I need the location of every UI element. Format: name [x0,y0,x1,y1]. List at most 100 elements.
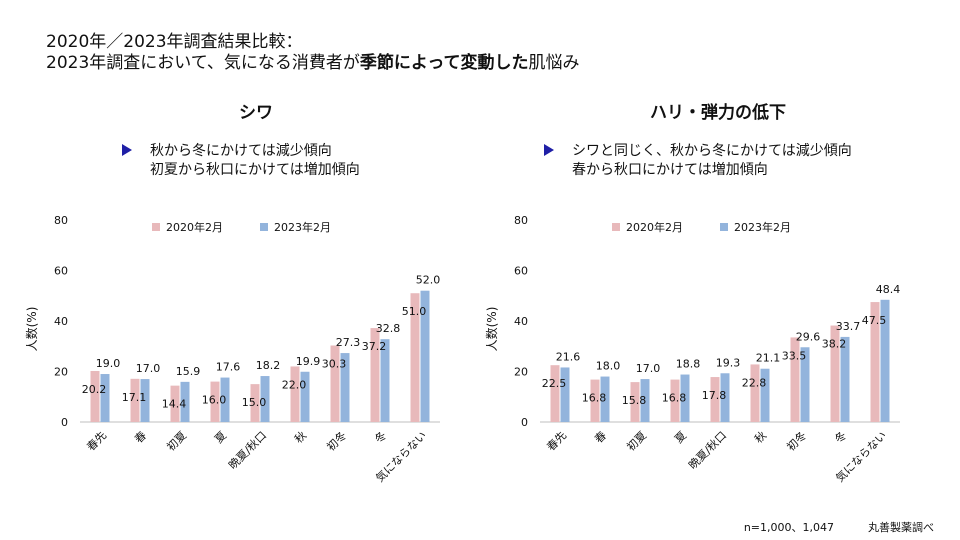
bar-2020 [250,384,260,422]
y-tick-label: 60 [514,265,528,278]
bar-2023 [800,347,810,422]
data-label-2020: 17.1 [122,391,147,404]
bar-2023 [140,379,150,422]
chart-title-wrinkles: シワ [239,103,273,123]
legend-swatch [152,223,160,231]
data-label-2023: 17.0 [636,362,661,375]
bar-2020 [750,364,760,422]
data-label-2020: 16.0 [202,394,227,407]
bar-2023 [180,381,190,422]
data-label-2023: 52.0 [416,274,441,287]
bar-2023 [220,377,230,422]
x-tick-label: 夏 [672,429,689,446]
note-line: シワと同じく、秋から冬にかけては減少傾向 [572,143,852,159]
bar-2020 [330,345,340,422]
bar-2023 [380,339,390,422]
x-tick-label: 初夏 [624,428,649,453]
data-label-2023: 18.0 [596,360,621,373]
legend-swatch [260,223,268,231]
bar-2023 [680,374,690,422]
data-label-2020: 15.0 [242,396,267,409]
x-tick-label: 初夏 [164,428,189,453]
bar-2020 [370,328,380,422]
x-tick-label: 春 [132,429,149,446]
bar-2020 [590,379,600,422]
x-tick-label: 初冬 [784,428,809,453]
source-credit: 丸善製薬調べ [868,521,934,534]
data-label-2023: 32.8 [376,322,401,335]
bar-2020 [410,293,420,422]
bar-2023 [880,299,890,422]
bar-2023 [300,371,310,422]
bar-2020 [870,302,880,422]
x-tick-label: 冬 [371,428,389,446]
title-emphasis: 季節によって変動した [359,53,529,73]
y-tick-label: 40 [514,315,528,328]
data-label-2020: 22.8 [742,376,767,389]
bar-2020 [550,365,560,422]
data-label-2020: 14.4 [162,398,187,411]
bar-2020 [670,379,680,422]
legend-label: 2023年2月 [734,220,791,234]
bar-2020 [170,385,180,422]
data-label-2023: 19.0 [96,357,121,370]
data-label-2020: 15.8 [622,394,647,407]
x-tick-label: 春 [592,429,609,446]
bar-2023 [640,379,650,422]
x-tick-label: 夏 [212,429,229,446]
note-line: 秋から冬にかけては減少傾向 [150,143,332,159]
bar-2023 [420,290,430,422]
bar-chart-firmness: 0 20 40 60 80 人数(%) 2020年2月 2023年2月 21.6 22.5 春先 18… [484,214,900,485]
data-label-2023: 19.9 [296,355,321,368]
data-label-2023: 33.7 [836,320,861,333]
data-label-2020: 33.5 [782,349,807,362]
x-tick-label: 初冬 [324,428,349,453]
y-tick-label: 20 [54,366,68,379]
y-tick-label: 80 [514,214,528,227]
x-tick-label: 秋 [291,428,309,446]
x-tick-label: 秋 [751,428,769,446]
x-tick-label: 晩夏/秋口 [685,428,729,472]
page-title: 2020年／2023年調査結果比較： 2023年調査において、気になる消費者が季… [46,32,580,74]
data-label-2020: 20.2 [82,383,107,396]
y-tick-label: 0 [61,416,68,429]
bar-2023 [600,376,610,422]
legend-swatch [720,223,728,231]
data-label-2023: 21.6 [556,350,581,363]
bar-2020 [830,325,840,422]
chart-title-firmness: ハリ・弾力の低下 [650,103,786,123]
bar-2023 [560,367,570,422]
bar-2020 [90,370,100,422]
bar-2020 [130,378,140,422]
bar-2020 [710,377,720,422]
data-label-2023: 17.6 [216,361,241,374]
x-tick-label: 晩夏/秋口 [225,428,269,472]
y-tick-label: 20 [514,366,528,379]
bar-2023 [720,373,730,422]
bar-2023 [760,368,770,422]
bar-2023 [100,374,110,422]
footer: n=1,000、1,047 丸善製薬調べ [744,519,934,535]
bar-2023 [340,353,350,422]
x-tick-label: 冬 [831,428,849,446]
data-label-2020: 47.5 [862,314,887,327]
data-label-2020: 38.2 [822,338,847,351]
data-label-2020: 16.8 [662,392,687,405]
data-label-2020: 30.3 [322,357,347,370]
legend-label: 2020年2月 [626,220,683,234]
data-label-2023: 15.9 [176,365,201,378]
triangle-marker-icon [122,144,132,156]
data-label-2020: 17.8 [702,389,727,402]
data-label-2023: 27.3 [336,336,361,349]
note-line: 春から秋口にかけては増加傾向 [572,162,768,178]
y-tick-label: 60 [54,265,68,278]
data-label-2020: 51.0 [402,305,427,318]
bar-2023 [840,336,850,422]
triangle-marker-icon [544,144,554,156]
bar-2020 [290,366,300,422]
title-line-1: 2020年／2023年調査結果比較： [46,32,303,52]
y-tick-label: 40 [54,315,68,328]
data-label-2020: 22.0 [282,378,307,391]
data-label-2023: 29.6 [796,330,821,343]
note-line: 初夏から秋口にかけては増加傾向 [150,162,360,178]
